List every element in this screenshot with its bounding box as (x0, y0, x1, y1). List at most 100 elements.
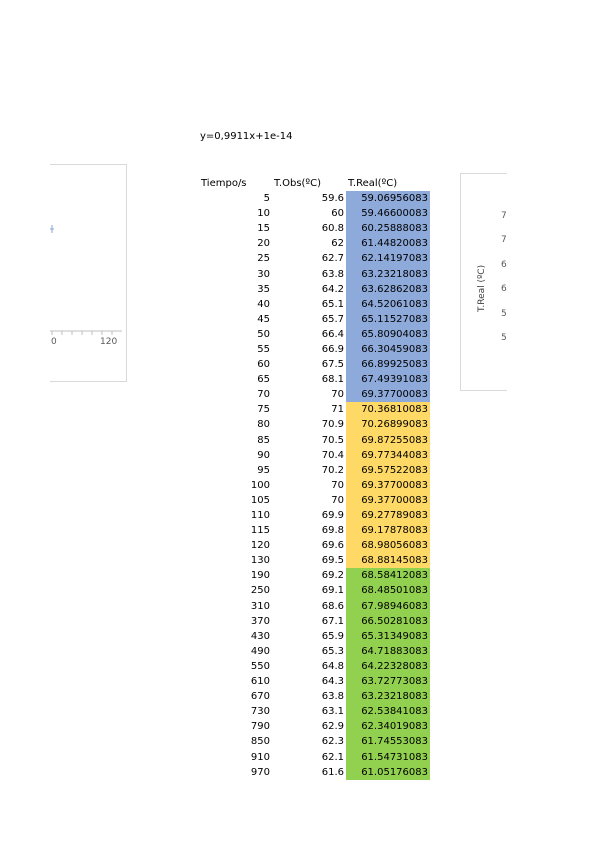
cell-t-obs: 67.5 (321, 359, 344, 371)
table-row: 55 66.9 66.30459083 (199, 341, 430, 358)
header-t-obs: T.Obs(ºC) (274, 178, 322, 189)
cell-t-obs: 60.8 (321, 223, 344, 235)
cell-t-obs: 68.6 (321, 600, 344, 612)
cell-t-real: 63.23218083 (346, 266, 430, 282)
cell-t-obs: 62.1 (321, 751, 344, 763)
cell-t-obs: 69.9 (321, 510, 344, 522)
cell-t-obs: 62.9 (321, 721, 344, 733)
cell-t-obs: 65.3 (321, 645, 344, 657)
cell-t-real: 63.62862083 (346, 281, 430, 297)
cell-t-real: 69.37700083 (346, 492, 430, 508)
cell-tiempo: 20 (257, 238, 270, 250)
cell-tiempo: 60 (257, 359, 270, 371)
table-row: 250 69.1 68.48501083 (199, 583, 430, 599)
cell-t-real: 70.26899083 (346, 417, 430, 433)
cell-t-obs: 69.6 (321, 540, 344, 552)
cell-t-real: 65.11527083 (346, 311, 430, 327)
table-row: 10 60 59.46600083 (199, 206, 430, 222)
table-row: 20 62 61.44820083 (199, 236, 430, 252)
right-chart-y-tick-label: 5 (501, 309, 507, 319)
table-row: 430 65.9 65.31349083 (199, 628, 430, 644)
cell-t-real: 67.49391083 (346, 372, 430, 388)
cell-t-real: 62.53841083 (346, 704, 430, 720)
cell-t-obs: 66.4 (321, 328, 344, 340)
cell-tiempo: 370 (250, 615, 270, 627)
cell-t-obs: 64.8 (321, 660, 344, 672)
cell-t-real: 64.52061083 (346, 296, 430, 312)
cell-t-obs: 62 (331, 238, 344, 250)
left-chart-x-tick-label: 120 (100, 337, 118, 347)
cell-t-obs: 64.2 (321, 283, 344, 295)
cell-tiempo: 90 (257, 449, 270, 461)
cell-t-real: 69.37700083 (346, 477, 430, 493)
cell-tiempo: 15 (257, 223, 270, 235)
table-row: 5 59.6 59.06956083 (199, 191, 430, 207)
cell-t-obs: 63.8 (321, 691, 344, 703)
cell-t-real: 68.58412083 (346, 568, 430, 584)
cell-tiempo: 5 (263, 193, 270, 205)
cell-t-obs: 65.7 (321, 313, 344, 325)
equation-label: y=0,9911x+1e-14 (200, 131, 293, 142)
cell-t-obs: 63.8 (321, 268, 344, 280)
table-row: 120 69.6 68.98056083 (199, 538, 430, 554)
table-row: 370 67.1 66.50281083 (199, 613, 430, 629)
cell-tiempo: 310 (250, 600, 270, 612)
table-row: 910 62.1 61.54731083 (199, 749, 430, 765)
page-margin-right (507, 0, 599, 848)
cell-t-obs: 70.9 (321, 419, 344, 431)
cell-t-obs: 70 (331, 389, 344, 401)
cell-t-real: 68.98056083 (346, 538, 430, 554)
cell-tiempo: 730 (250, 706, 270, 718)
cell-t-obs: 61.6 (321, 766, 344, 778)
cell-t-real: 61.74553083 (346, 734, 430, 750)
table-row: 30 63.8 63.23218083 (199, 266, 430, 282)
cell-tiempo: 970 (250, 766, 270, 778)
cell-t-obs: 62.7 (321, 253, 344, 265)
cell-t-obs: 63.1 (321, 706, 344, 718)
cell-tiempo: 850 (250, 736, 270, 748)
cell-tiempo: 50 (257, 328, 270, 340)
cell-t-real: 64.71883083 (346, 643, 430, 659)
table-row: 15 60.8 60.25888083 (199, 221, 430, 237)
cell-t-real: 66.50281083 (346, 613, 430, 629)
cell-tiempo: 35 (257, 283, 270, 295)
table-row: 310 68.6 67.98946083 (199, 598, 430, 614)
cell-t-real: 65.31349083 (346, 628, 430, 644)
page-margin-left (0, 0, 50, 848)
cell-t-obs: 70.2 (321, 464, 344, 476)
cell-t-obs: 66.9 (321, 343, 344, 355)
cell-t-real: 64.22328083 (346, 658, 430, 674)
cell-t-real: 69.27789083 (346, 507, 430, 524)
cell-t-real: 66.89925083 (346, 357, 430, 373)
cell-tiempo: 130 (250, 555, 270, 567)
table-row: 50 66.4 65.80904083 (199, 326, 430, 342)
cell-tiempo: 25 (257, 253, 270, 265)
cell-t-real: 67.98946083 (346, 598, 430, 614)
right-chart-y-tick-label: 6 (501, 260, 507, 270)
cell-tiempo: 45 (257, 313, 270, 325)
cell-tiempo: 790 (250, 721, 270, 733)
cell-tiempo: 610 (250, 676, 270, 688)
cell-tiempo: 95 (257, 464, 270, 476)
cell-tiempo: 250 (250, 585, 270, 597)
cell-t-real: 69.77344083 (346, 447, 430, 463)
right-chart-y-tick-label: 5 (501, 333, 507, 343)
left-chart-x-tick-label: 0 (51, 337, 57, 347)
cell-t-obs: 69.2 (321, 570, 344, 582)
cell-t-obs: 62.3 (321, 736, 344, 748)
cell-t-real: 61.05176083 (346, 764, 430, 780)
cell-t-real: 69.87255083 (346, 432, 430, 448)
cell-tiempo: 490 (250, 645, 270, 657)
cell-tiempo: 80 (257, 419, 270, 431)
cell-t-obs: 70 (331, 479, 344, 491)
table-row: 550 64.8 64.22328083 (199, 658, 430, 674)
cell-tiempo: 70 (257, 389, 270, 401)
table-row: 670 63.8 63.23218083 (199, 689, 430, 705)
table-row: 40 65.1 64.52061083 (199, 296, 430, 312)
cell-t-obs: 68.1 (321, 374, 344, 386)
cell-t-real: 60.25888083 (346, 221, 430, 237)
table-header-row: Tiempo/s T.Obs(ºC) T.Real(ºC) (199, 176, 430, 191)
table-row: 65 68.1 67.49391083 (199, 372, 430, 388)
cell-t-real: 66.30459083 (346, 341, 430, 358)
cell-t-obs: 70 (331, 494, 344, 506)
